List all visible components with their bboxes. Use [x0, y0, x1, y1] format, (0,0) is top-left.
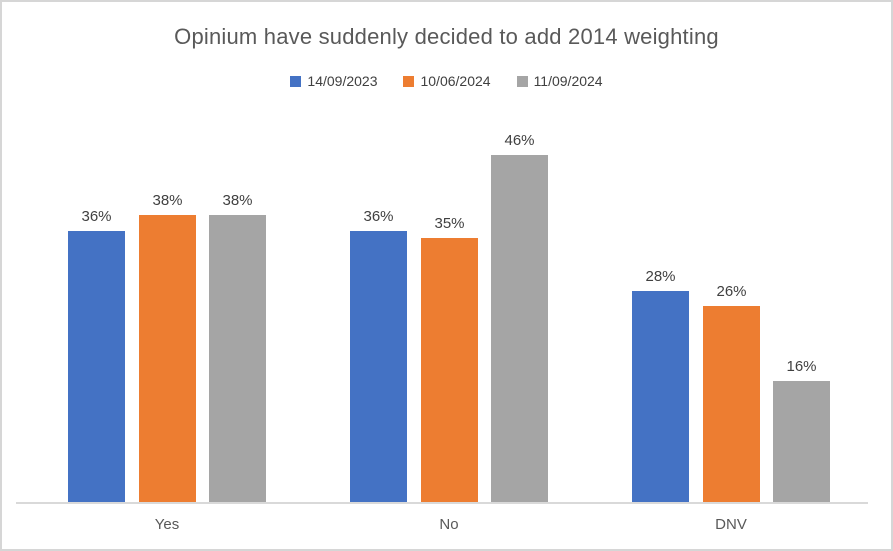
legend-item: 14/09/2023 — [290, 73, 377, 89]
legend-label: 11/09/2024 — [533, 73, 603, 89]
bar-dnv-14-09-2023 — [632, 291, 689, 502]
x-axis-line — [16, 502, 868, 504]
legend-item: 10/06/2024 — [403, 73, 491, 89]
legend: 14/09/2023 10/06/2024 11/09/2024 — [2, 73, 891, 89]
legend-swatch-icon — [516, 75, 528, 87]
bar-no-11-09-2024 — [491, 155, 548, 502]
data-label: 36% — [363, 208, 394, 225]
bar-no-10-06-2024 — [421, 238, 478, 502]
data-label: 38% — [152, 192, 183, 209]
data-label: 38% — [222, 192, 253, 209]
legend-swatch-icon — [290, 75, 302, 87]
plot-area: 36% 38% 38% 36% 35% 46% 28% 26% 16% — [2, 125, 891, 504]
legend-item: 11/09/2024 — [516, 73, 603, 89]
data-label: 16% — [786, 358, 817, 375]
bar-dnv-11-09-2024 — [773, 381, 830, 502]
legend-label: 10/06/2024 — [420, 73, 491, 89]
category-label-yes: Yes — [154, 516, 180, 533]
chart-title: Opinium have suddenly decided to add 201… — [174, 24, 719, 49]
legend-label: 14/09/2023 — [307, 73, 378, 89]
data-label: 28% — [645, 268, 676, 285]
bar-yes-10-06-2024 — [139, 215, 196, 502]
bar-yes-14-09-2023 — [68, 231, 125, 502]
bar-yes-11-09-2024 — [209, 215, 266, 502]
data-label: 35% — [434, 215, 465, 232]
category-label-no: No — [439, 516, 459, 533]
category-label-dnv: DNV — [715, 516, 747, 533]
legend-swatch-icon — [403, 75, 415, 87]
bar-no-14-09-2023 — [350, 231, 407, 502]
bar-dnv-10-06-2024 — [703, 306, 760, 502]
data-label: 46% — [504, 132, 535, 149]
data-label: 36% — [81, 208, 112, 225]
data-label: 26% — [716, 283, 747, 300]
